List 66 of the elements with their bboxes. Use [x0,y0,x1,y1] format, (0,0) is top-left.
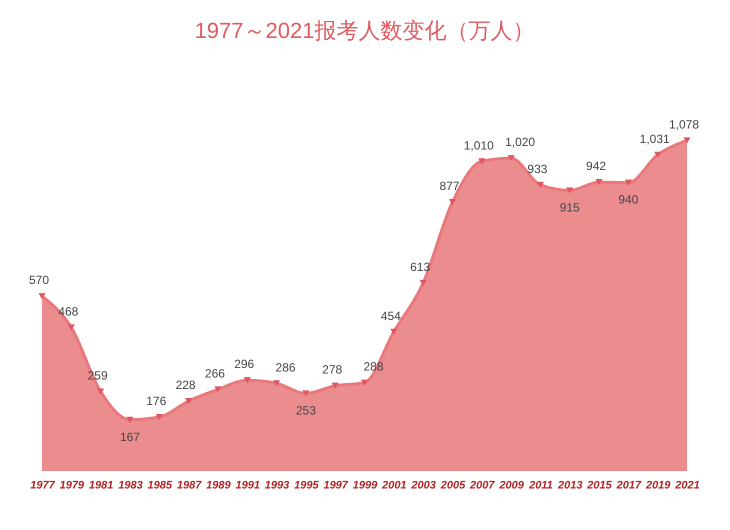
data-label: 228 [176,378,196,392]
data-label: 454 [380,308,402,323]
x-tick-label: 2017 [616,480,642,492]
x-tick-label: 1993 [264,480,290,492]
data-label: 296 [234,357,255,372]
point [683,137,691,144]
x-tick-label: 2001 [381,480,407,492]
data-label: 1,010 [464,138,494,152]
point [97,388,104,395]
x-tick-label: 2015 [586,480,613,492]
x-tick-label: 1995 [294,480,320,492]
x-tick-label: 1987 [176,480,202,492]
x-tick-label: 1989 [206,480,232,492]
point [68,324,75,331]
point [156,414,163,420]
x-tick-label: 1999 [352,480,378,492]
point [536,182,544,188]
x-tick-label: 1979 [60,480,85,492]
data-label: 1,078 [668,117,700,132]
data-label: 940 [618,192,639,207]
data-label: 933 [527,162,548,176]
x-tick-label: 2013 [556,480,582,492]
point [420,280,427,286]
x-tick-label: 2003 [410,480,436,492]
data-label: 570 [28,273,50,288]
x-tick-label: 2021 [674,480,700,492]
point [360,380,368,386]
point [624,180,632,186]
point [566,187,574,194]
point [185,398,192,404]
point [508,155,515,162]
data-label: 266 [204,366,226,380]
point [244,377,251,384]
point [302,390,310,396]
x-tick-label: 1985 [148,480,173,492]
chart-title: 1977～2021报考人数变化（万人） [194,18,534,43]
x-tick-label: 2005 [440,480,466,492]
point [214,386,222,392]
x-tick-label: 2011 [528,480,553,492]
data-label: 167 [120,430,140,444]
point [478,158,486,164]
data-label: 1,031 [640,132,670,146]
data-label: 877 [439,179,460,194]
point [273,380,280,386]
data-label: 942 [586,159,606,174]
point [448,198,456,206]
x-tick-label: 1981 [88,480,114,492]
x-tick-label: 1977 [30,480,56,492]
point [654,152,662,158]
x-tick-label: 1991 [235,480,260,492]
data-label: 286 [276,360,296,374]
point [332,382,339,389]
point [390,328,398,335]
point [126,416,134,423]
x-tick-label: 2009 [498,480,525,492]
data-label: 278 [322,362,343,377]
point [596,179,603,186]
x-tick-label: 2019 [644,480,672,492]
x-tick-label: 1997 [323,480,349,492]
point [38,293,46,300]
data-label: 176 [146,394,167,408]
data-label: 253 [296,403,316,418]
data-label: 915 [560,200,580,214]
data-label: 1,020 [505,135,536,150]
x-tick-label: 1983 [118,480,143,492]
x-tick-label: 2007 [469,480,496,492]
